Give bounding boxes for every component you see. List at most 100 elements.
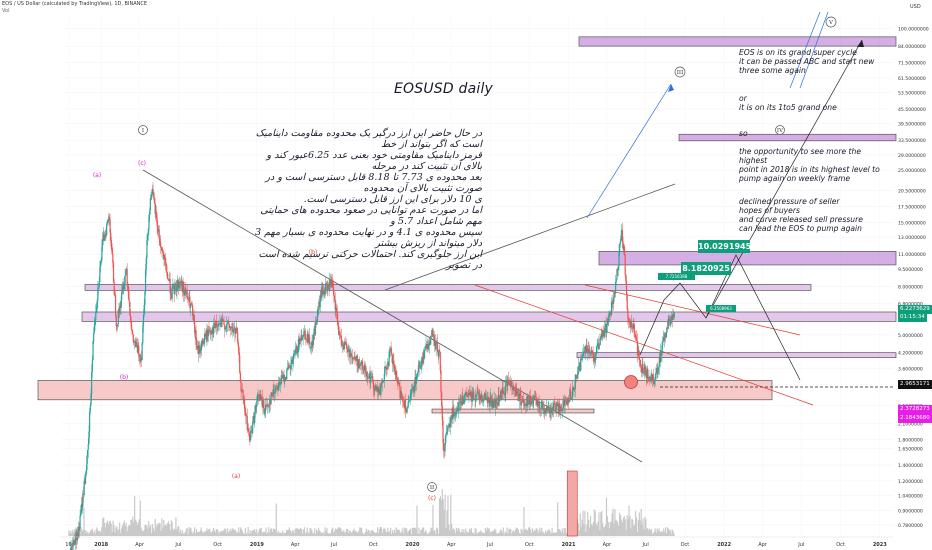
- candle-body: [580, 358, 582, 371]
- volume-bar: [543, 533, 546, 536]
- candle-body: [469, 392, 471, 395]
- candle-body: [162, 252, 164, 260]
- volume-bar: [426, 533, 428, 536]
- candle-body: [153, 192, 155, 199]
- volume-bar: [170, 520, 172, 536]
- candle-body: [134, 341, 136, 347]
- wave-label-IV: IV: [777, 128, 784, 134]
- volume-bar: [416, 505, 418, 536]
- candle-body: [479, 394, 482, 400]
- volume-bar: [346, 528, 349, 536]
- candle-body: [138, 354, 141, 357]
- volume-bar: [532, 531, 534, 536]
- candle-body: [217, 323, 220, 327]
- candle-body: [505, 381, 508, 382]
- volume-bar: [83, 507, 85, 536]
- candle-body: [599, 338, 601, 346]
- target-box-7: 7.7216388: [658, 273, 695, 280]
- volume-bar: [227, 532, 230, 536]
- volume-bar: [422, 527, 424, 536]
- candle-body: [565, 399, 567, 401]
- candle-body: [417, 365, 420, 373]
- volume-bar: [162, 527, 164, 536]
- candle-body: [572, 387, 574, 397]
- volume-bar: [393, 529, 396, 536]
- candle-body: [90, 393, 92, 406]
- candle-body: [110, 240, 113, 250]
- candle-body: [351, 356, 353, 360]
- volume-bar: [281, 532, 283, 536]
- candle-body: [314, 328, 316, 335]
- candle-body: [107, 220, 109, 222]
- candle-body: [487, 397, 489, 404]
- candle-body: [164, 257, 166, 263]
- volume-bar: [484, 528, 487, 536]
- volume-bar: [288, 527, 291, 536]
- candle-body: [338, 331, 340, 336]
- candle-body: [235, 328, 237, 332]
- volume-bar: [159, 523, 161, 536]
- candle-body: [347, 350, 349, 353]
- candle-body: [391, 352, 393, 356]
- candle-body: [632, 323, 634, 329]
- candle-body: [211, 327, 214, 334]
- volume-bar: [328, 533, 330, 536]
- candle-body: [223, 320, 225, 326]
- candle-body: [106, 221, 108, 225]
- rising-line-gray: [384, 183, 676, 291]
- volume-bar: [365, 528, 367, 536]
- candle-body: [160, 247, 162, 248]
- volume-bar: [266, 533, 268, 536]
- volume-bar: [89, 530, 92, 536]
- candle-body: [267, 404, 269, 407]
- volume-bar: [96, 527, 98, 536]
- candle-body: [311, 340, 313, 347]
- candle-body: [239, 355, 241, 373]
- candle-body: [293, 353, 295, 360]
- volume-bar: [400, 533, 402, 536]
- volume-bar: [180, 529, 182, 536]
- candle-body: [526, 395, 529, 407]
- volume-bar: [579, 513, 581, 536]
- candle-body: [439, 352, 441, 371]
- candle-body: [194, 330, 196, 334]
- volume-bar: [510, 528, 512, 536]
- candle-body: [646, 368, 648, 378]
- y-tick-label: 45.5000000: [898, 107, 926, 113]
- volume-bar: [487, 528, 489, 536]
- candle-body: [245, 415, 248, 417]
- volume-bar: [333, 531, 336, 536]
- candle-body: [202, 343, 205, 345]
- candle-body: [621, 229, 624, 242]
- candle-body: [250, 430, 252, 431]
- wave-label-II-ring: [427, 482, 437, 492]
- candle-body: [600, 333, 602, 337]
- candle-body: [154, 203, 156, 214]
- candle-body: [191, 304, 193, 306]
- volume-bar: [424, 530, 427, 536]
- volume-bar: [292, 530, 294, 536]
- candle-body: [418, 362, 420, 366]
- x-tick-label: 2019: [250, 542, 264, 548]
- volume-bar: [436, 527, 438, 536]
- volume-bar: [88, 533, 90, 536]
- volume-bar: [151, 524, 154, 536]
- x-tick-label: Apr: [758, 542, 768, 548]
- candle-body: [511, 387, 513, 388]
- candle-body: [363, 364, 366, 371]
- volume-bar: [559, 530, 562, 536]
- candle-body: [596, 344, 598, 347]
- volume-bar: [445, 528, 447, 536]
- note-opportunity: the opportunity to see more the highest …: [739, 147, 880, 183]
- symbol-header: EOS / US Dollar (calculated by TradingVi…: [2, 1, 148, 7]
- candle-body: [148, 215, 150, 230]
- volume-bar: [74, 529, 76, 536]
- candle-body: [498, 394, 500, 402]
- candle-body: [419, 362, 421, 369]
- volume-bar: [434, 529, 436, 536]
- candle-body: [209, 331, 211, 333]
- wave-label-b1: (b): [120, 374, 129, 381]
- candle-body: [260, 396, 263, 399]
- volume-bar: [124, 526, 126, 536]
- candle-body: [335, 307, 337, 310]
